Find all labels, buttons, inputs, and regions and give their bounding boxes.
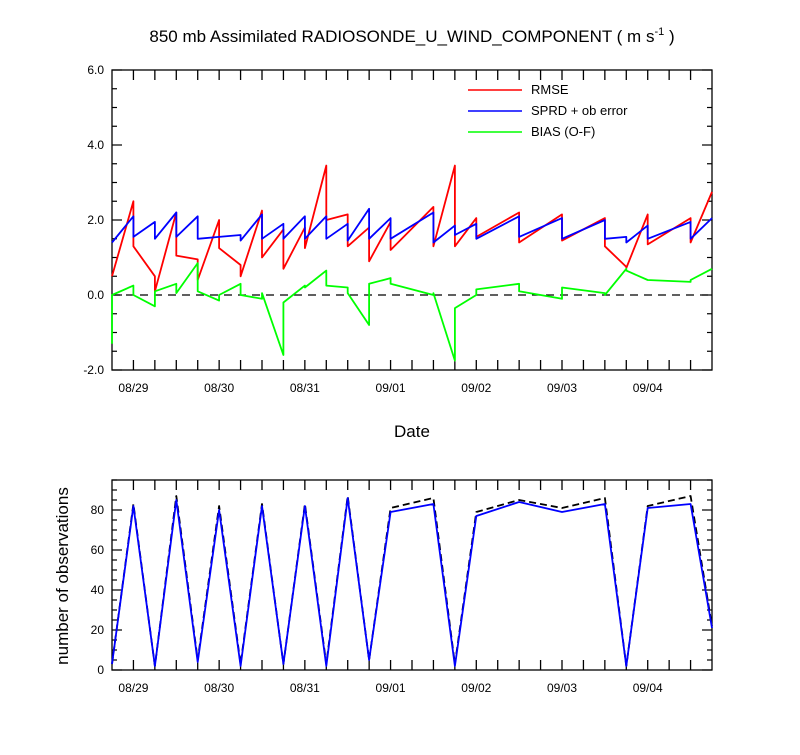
- bottom-x-tick-label: 09/04: [633, 681, 663, 695]
- bottom-x-tick-labels: 08/29 08/30 08/31 09/01 09/02 09/03 09/04: [118, 681, 663, 695]
- series-line-assimilated-observations: [111, 497, 713, 667]
- legend: RMSE SPRD + ob error BIAS (O-F): [468, 82, 628, 139]
- bottom-y-tick-label: 60: [91, 543, 105, 557]
- top-x-tick-label: 09/02: [461, 381, 491, 395]
- bottom-x-tick-label: 08/29: [118, 681, 148, 695]
- bottom-y-tick-label: 80: [91, 503, 105, 517]
- legend-label-rmse: RMSE: [531, 82, 569, 97]
- bottom-y-tick-label: 40: [91, 583, 105, 597]
- bottom-y-tick-label: 20: [91, 623, 105, 637]
- top-y-tick-label: 6.0: [87, 63, 104, 77]
- bottom-x-tick-label: 08/31: [290, 681, 320, 695]
- bottom-plot: 80 60 40 20 0 08/29 08/30 08/31 09/01 09/02 09/03…: [53, 479, 713, 695]
- series-line-sprd-ob-error: [111, 207, 713, 244]
- top-y-tick-label: 2.0: [87, 213, 104, 227]
- bottom-axis-ticks: [112, 479, 712, 671]
- top-y-tick-label: 4.0: [87, 138, 104, 152]
- top-y-tick-labels: 6.0 4.0 2.0 0.0 -2.0: [83, 63, 104, 377]
- top-x-tick-label: 08/31: [290, 381, 320, 395]
- top-y-tick-label: 0.0: [87, 288, 104, 302]
- top-axis-ticks: [112, 69, 712, 371]
- top-y-tick-label: -2.0: [83, 363, 104, 377]
- legend-label-sprd: SPRD + ob error: [531, 103, 628, 118]
- top-series-group: [111, 164, 713, 362]
- bottom-y-tick-labels: 80 60 40 20 0: [91, 503, 105, 677]
- legend-label-bias: BIAS (O-F): [531, 124, 595, 139]
- series-line-bias-o-f: [111, 262, 713, 362]
- bottom-x-tick-label: 09/01: [376, 681, 406, 695]
- top-x-tick-labels: 08/29 08/30 08/31 09/01 09/02 09/03 09/04: [118, 381, 663, 395]
- series-line-rmse: [111, 164, 713, 293]
- bottom-x-tick-label: 09/02: [461, 681, 491, 695]
- y-axis-label-observations: number of observations: [53, 487, 72, 665]
- x-axis-label: Date: [394, 422, 430, 441]
- bottom-x-tick-label: 08/30: [204, 681, 234, 695]
- bottom-y-tick-label: 0: [97, 663, 104, 677]
- series-line-total-observations: [111, 495, 713, 667]
- top-x-tick-label: 09/03: [547, 381, 577, 395]
- chart-title: 850 mb Assimilated RADIOSONDE_U_WIND_COM…: [149, 26, 674, 46]
- top-plot: 6.0 4.0 2.0 0.0 -2.0 08/29 08/30 08/31 09/01 09/…: [83, 63, 713, 441]
- bottom-series-group: [111, 495, 713, 667]
- top-x-tick-label: 09/04: [633, 381, 663, 395]
- top-x-tick-label: 08/30: [204, 381, 234, 395]
- title-superscript: -1: [654, 26, 664, 38]
- bottom-x-tick-label: 09/03: [547, 681, 577, 695]
- top-x-tick-label: 08/29: [118, 381, 148, 395]
- top-x-tick-label: 09/01: [376, 381, 406, 395]
